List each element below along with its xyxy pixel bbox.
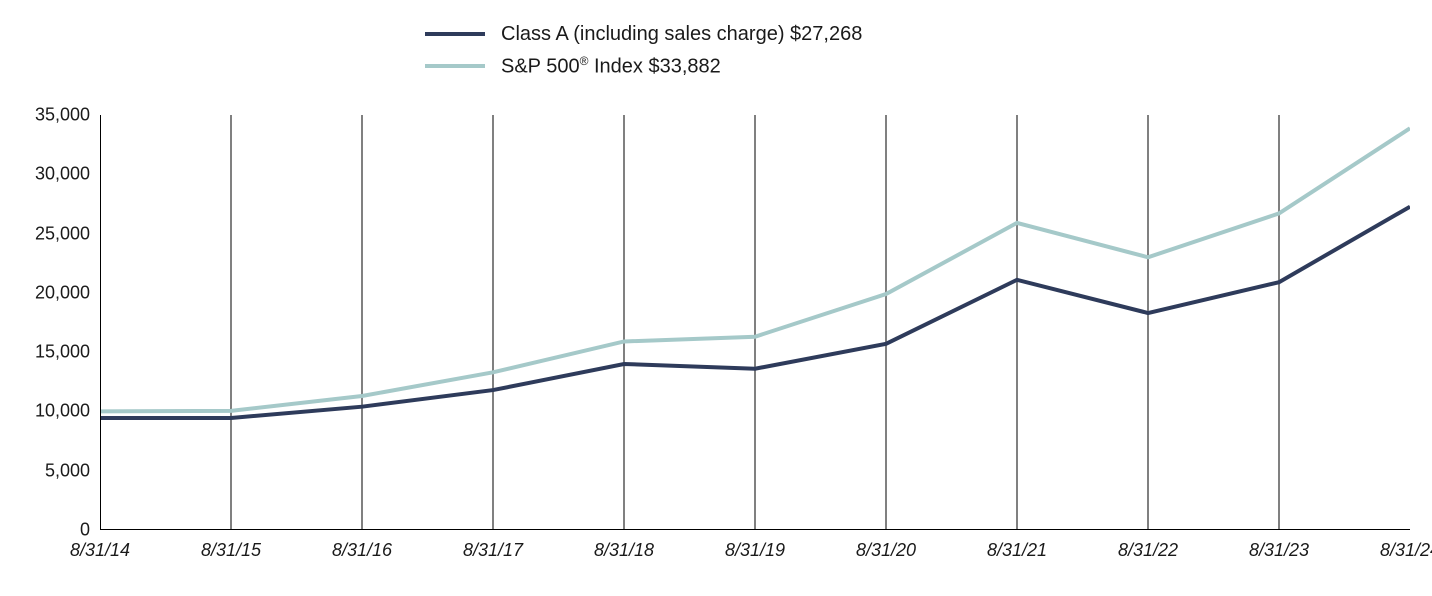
legend-swatch-class_a xyxy=(425,32,485,36)
x-tick-label: 8/31/20 xyxy=(856,530,916,561)
growth-chart: Class A (including sales charge) $27,268… xyxy=(0,0,1432,596)
y-tick-label: 30,000 xyxy=(35,164,100,185)
legend-label-class_a: Class A (including sales charge) $27,268 xyxy=(501,23,862,46)
x-tick-label: 8/31/22 xyxy=(1118,530,1178,561)
x-tick-label: 8/31/23 xyxy=(1249,530,1309,561)
x-tick-label: 8/31/15 xyxy=(201,530,261,561)
x-tick-label: 8/31/21 xyxy=(987,530,1047,561)
x-tick-label: 8/31/16 xyxy=(332,530,392,561)
y-tick-label: 10,000 xyxy=(35,401,100,422)
y-tick-label: 35,000 xyxy=(35,105,100,126)
plot-svg xyxy=(100,115,1410,530)
legend-item-sp500: S&P 500® Index $33,882 xyxy=(425,50,721,82)
x-tick-label: 8/31/24 xyxy=(1380,530,1432,561)
y-tick-label: 20,000 xyxy=(35,282,100,303)
x-tick-label: 8/31/19 xyxy=(725,530,785,561)
legend-swatch-sp500 xyxy=(425,64,485,68)
legend-item-class_a: Class A (including sales charge) $27,268 xyxy=(425,18,862,50)
y-tick-label: 5,000 xyxy=(45,460,100,481)
legend-label-sp500: S&P 500® Index $33,882 xyxy=(501,54,721,79)
x-tick-label: 8/31/17 xyxy=(463,530,523,561)
y-tick-label: 15,000 xyxy=(35,342,100,363)
plot-area: 05,00010,00015,00020,00025,00030,00035,0… xyxy=(100,115,1410,530)
y-tick-label: 25,000 xyxy=(35,223,100,244)
x-tick-label: 8/31/14 xyxy=(70,530,130,561)
legend: Class A (including sales charge) $27,268… xyxy=(425,18,1432,82)
x-tick-label: 8/31/18 xyxy=(594,530,654,561)
